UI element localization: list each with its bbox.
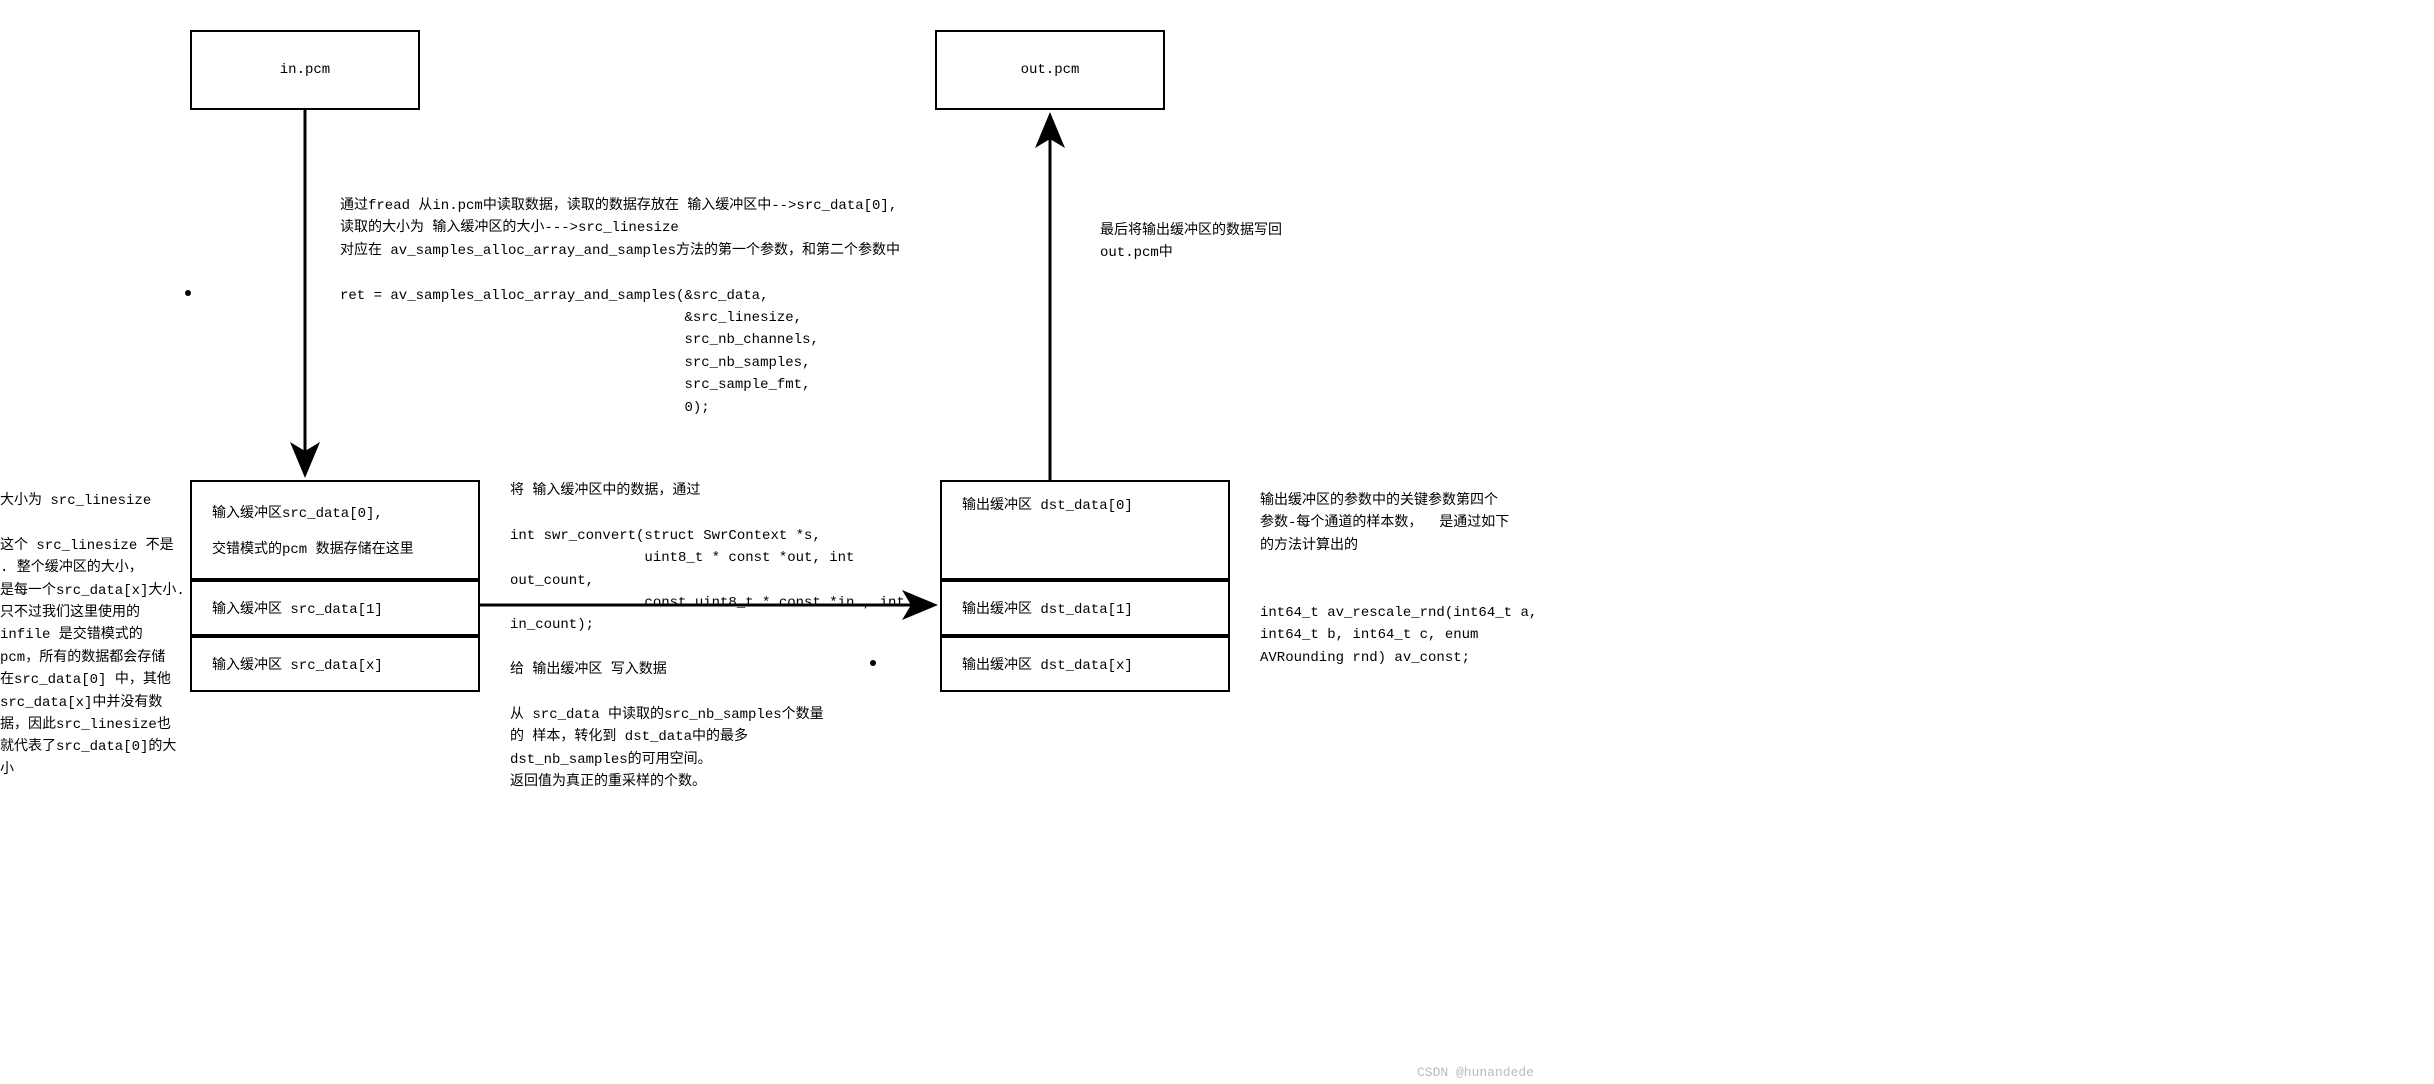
label-dst0: 输出缓冲区 dst_data[0] — [962, 494, 1133, 514]
box-dst1: 输出缓冲区 dst_data[1] — [940, 580, 1230, 636]
box-src0: 输入缓冲区src_data[0], 交错模式的pcm 数据存储在这里 — [190, 480, 480, 580]
text-swr: 将 输入缓冲区中的数据，通过 int swr_convert(struct Sw… — [510, 480, 930, 793]
box-in-pcm: in.pcm — [190, 30, 420, 110]
box-src1: 输入缓冲区 src_data[1] — [190, 580, 480, 636]
box-dst0: 输出缓冲区 dst_data[0] — [940, 480, 1230, 580]
box-srcx: 输入缓冲区 src_data[x] — [190, 636, 480, 692]
text-writeback: 最后将输出缓冲区的数据写回 out.pcm中 — [1100, 220, 1340, 265]
label-out-pcm: out.pcm — [1021, 62, 1080, 78]
text-left-note: 大小为 src_linesize 这个 src_linesize 不是 . 整个… — [0, 490, 185, 781]
label-dst1: 输出缓冲区 dst_data[1] — [962, 598, 1133, 618]
box-out-pcm: out.pcm — [935, 30, 1165, 110]
label-in-pcm: in.pcm — [280, 62, 330, 78]
dot-1 — [185, 290, 191, 296]
text-right-note: 输出缓冲区的参数中的关键参数第四个 参数-每个通道的样本数， 是通过如下 的方法… — [1260, 490, 1540, 669]
label-src0: 输入缓冲区src_data[0], 交错模式的pcm 数据存储在这里 — [212, 502, 414, 558]
box-dstx: 输出缓冲区 dst_data[x] — [940, 636, 1230, 692]
text-fread: 通过fread 从in.pcm中读取数据，读取的数据存放在 输入缓冲区中-->s… — [340, 195, 940, 419]
label-src1: 输入缓冲区 src_data[1] — [212, 598, 383, 618]
diagram-canvas: in.pcm out.pcm 输入缓冲区src_data[0], 交错模式的pc… — [0, 0, 2434, 1084]
dot-2 — [870, 660, 876, 666]
label-dstx: 输出缓冲区 dst_data[x] — [962, 654, 1133, 674]
watermark: CSDN @hunandede — [1417, 1065, 1534, 1080]
label-srcx: 输入缓冲区 src_data[x] — [212, 654, 383, 674]
